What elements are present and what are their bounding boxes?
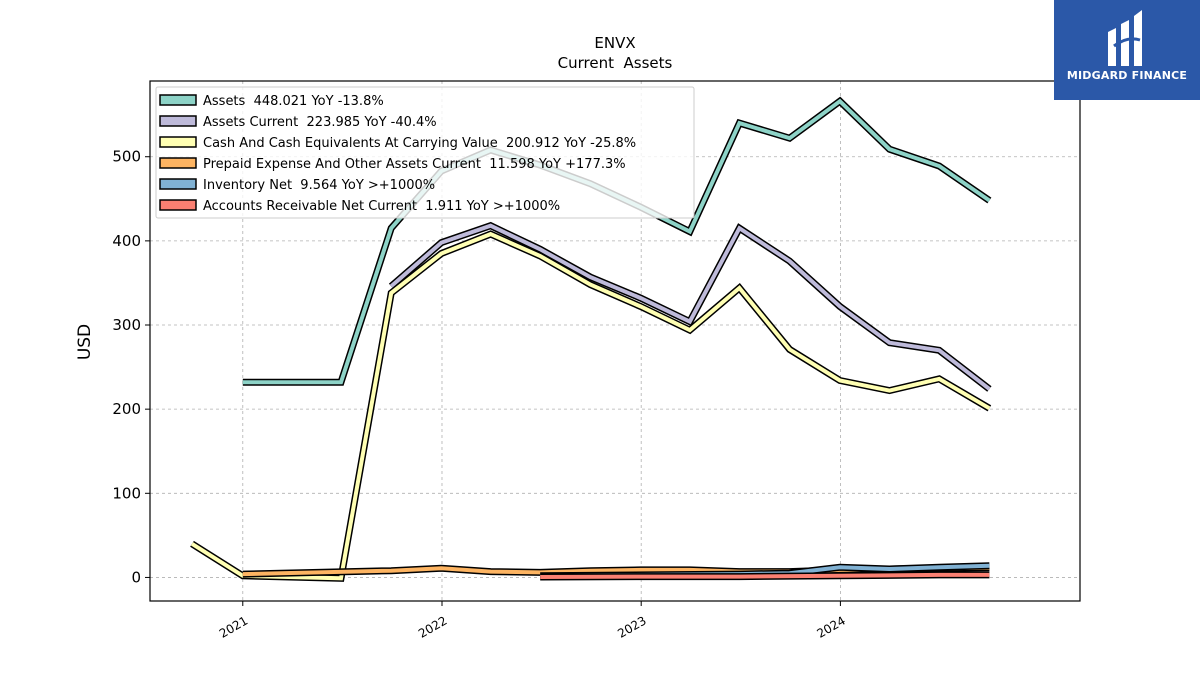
legend-label: Assets Current 223.985 YoY -40.4% [203, 115, 437, 130]
series-line-2 [190, 231, 991, 581]
legend: Assets 448.021 YoY -13.8% Assets Current … [155, 86, 695, 219]
legend-label: Cash And Cash Equivalents At Carrying Va… [203, 136, 636, 151]
logo: MIDGARD FINANCE [1054, 0, 1200, 100]
y-tick-label: 400 [112, 232, 141, 250]
legend-swatch [159, 94, 197, 106]
series-line-1 [389, 223, 991, 391]
legend-label: Prepaid Expense And Other Assets Current… [203, 157, 626, 172]
legend-swatch [159, 157, 197, 169]
plot-area: 0 100 200 300 400 500 2021 2022 2023 2024 Assets 4… [112, 80, 1081, 641]
legend-swatch [159, 178, 197, 190]
series-line-5 [540, 572, 990, 579]
y-tick-label: 100 [112, 484, 141, 502]
logo-text: MIDGARD FINANCE [1066, 69, 1188, 82]
x-tick-label: 2021 [217, 613, 250, 640]
legend-label: Assets 448.021 YoY -13.8% [203, 94, 384, 109]
y-tick-label: 200 [112, 400, 141, 418]
y-tick-label: 300 [112, 316, 141, 334]
legend-label: Inventory Net 9.564 YoY >+1000% [203, 178, 435, 193]
series-line-outline-1 [388, 221, 992, 392]
x-tick-label: 2022 [416, 613, 449, 640]
chart-title: ENVX [594, 34, 635, 52]
chart-subtitle: Current Assets [558, 54, 673, 72]
y-tick-label: 0 [131, 568, 141, 586]
x-tick-label: 2024 [814, 613, 847, 640]
y-tick-label: 500 [112, 148, 141, 166]
legend-swatch [159, 199, 197, 211]
legend-swatch [159, 115, 197, 127]
y-axis-label: USD [75, 324, 95, 360]
midgard-logo-icon [1108, 10, 1142, 66]
legend-swatch [159, 136, 197, 148]
legend-box [155, 86, 695, 219]
axes-frame [149, 80, 1081, 602]
x-tick-label: 2023 [615, 613, 648, 640]
legend-label: Accounts Receivable Net Current 1.911 Yo… [203, 199, 560, 214]
